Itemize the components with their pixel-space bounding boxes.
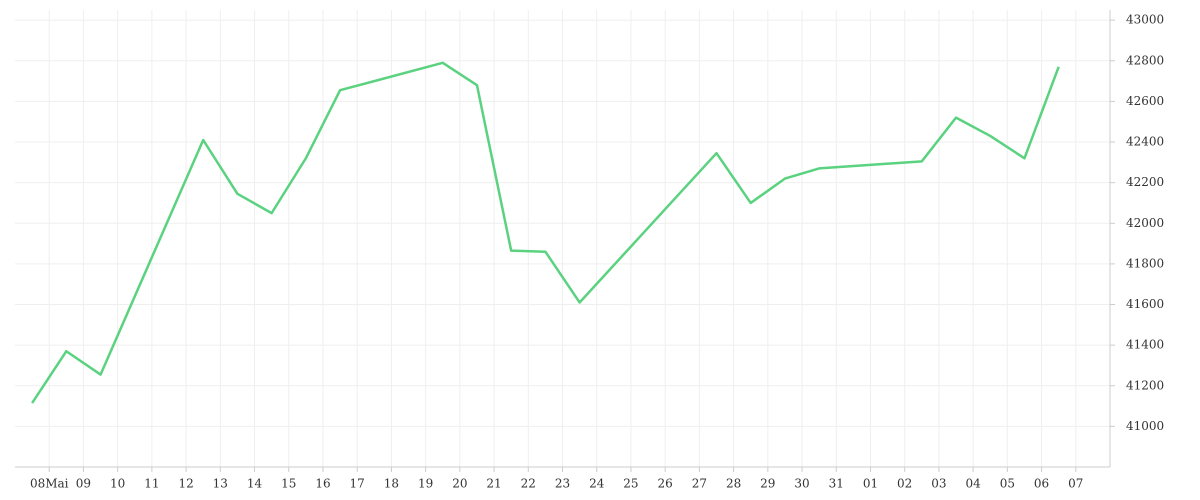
x-tick-label: 26 xyxy=(658,477,673,491)
x-tick-label: 22 xyxy=(521,477,536,491)
x-tick-label: 30 xyxy=(794,477,809,491)
x-tick-label: 04 xyxy=(965,477,981,491)
x-tick-label: 29 xyxy=(760,477,775,491)
x-tick-label: 02 xyxy=(897,477,912,491)
x-tick-label: 14 xyxy=(247,477,263,491)
y-tick-label: 41200 xyxy=(1126,378,1164,392)
x-tick-label: 28 xyxy=(726,477,741,491)
y-tick-label: 42400 xyxy=(1126,135,1164,149)
x-tick-label: 06 xyxy=(1034,477,1049,491)
x-tick-label: 31 xyxy=(829,477,844,491)
x-tick-label: 12 xyxy=(178,477,193,491)
x-tick-label: 27 xyxy=(692,477,707,491)
x-tick-label: 19 xyxy=(418,477,433,491)
x-tick-label: 18 xyxy=(384,477,399,491)
x-tick-label: 25 xyxy=(623,477,638,491)
x-tick-label: 15 xyxy=(281,477,296,491)
x-tick-label: 08Mai xyxy=(30,477,69,491)
x-tick-label: 20 xyxy=(452,477,467,491)
x-tick-label: 07 xyxy=(1068,477,1083,491)
y-tick-label: 41400 xyxy=(1126,338,1164,352)
x-tick-label: 05 xyxy=(1000,477,1015,491)
x-tick-label: 03 xyxy=(931,477,946,491)
x-tick-label: 23 xyxy=(555,477,570,491)
x-tick-label: 21 xyxy=(486,477,501,491)
y-tick-label: 42000 xyxy=(1126,216,1164,230)
data-line xyxy=(31,61,1060,404)
y-tick-label: 41800 xyxy=(1126,256,1164,270)
x-tick-label: 10 xyxy=(110,477,125,491)
x-tick-label: 09 xyxy=(76,477,91,491)
x-tick-label: 17 xyxy=(350,477,365,491)
y-tick-label: 42200 xyxy=(1126,175,1164,189)
y-tick-label: 41000 xyxy=(1126,419,1164,433)
y-tick-label: 42600 xyxy=(1126,94,1164,108)
x-tick-label: 16 xyxy=(315,477,330,491)
y-tick-label: 41600 xyxy=(1126,297,1164,311)
x-tick-label: 13 xyxy=(213,477,228,491)
x-tick-label: 24 xyxy=(589,477,605,491)
x-tick-label: 11 xyxy=(144,477,159,491)
y-tick-label: 43000 xyxy=(1126,13,1164,27)
x-tick-label: 01 xyxy=(863,477,878,491)
y-tick-label: 42800 xyxy=(1126,53,1164,67)
